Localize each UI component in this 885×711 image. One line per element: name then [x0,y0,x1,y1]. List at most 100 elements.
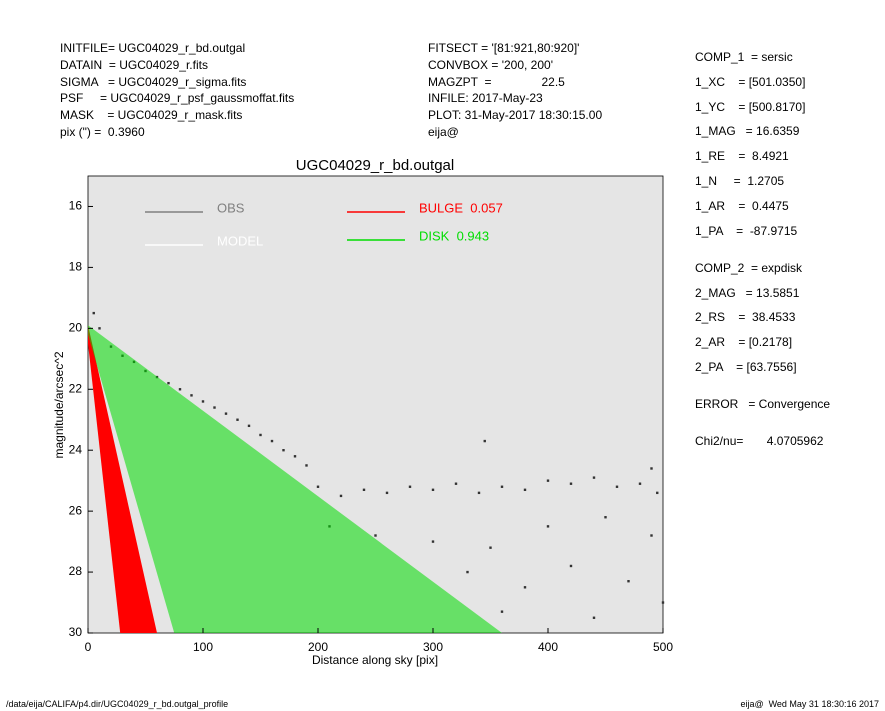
x-tick-label: 0 [85,640,92,654]
header-line: PLOT: 31-May-2017 18:30:15.00 [428,108,603,123]
point [489,546,492,549]
point [213,406,216,409]
point [656,491,659,495]
header-line: MAGZPT = 22.5 [428,74,565,89]
side-line: COMP_2 = expdisk [695,260,803,275]
point [483,439,486,443]
x-tick-label: 300 [423,640,443,654]
footer-date: eija@ Wed May 31 18:30:16 2017 [740,699,879,709]
footer-path: /data/eija/CALIFA/p4.dir/UGC04029_r_bd.o… [6,699,229,709]
point [247,424,251,428]
point [339,494,343,498]
point [500,485,504,488]
point [408,485,412,488]
side-line: 1_PA = -87.9715 [695,223,798,238]
y-tick-label: 26 [69,503,83,517]
point [523,488,527,492]
side-line: Chi2/nu= 4.0705962 [695,434,824,449]
point [569,564,573,568]
point [661,601,665,604]
point [201,400,205,403]
point [500,610,504,613]
header-line: eija@ [428,125,459,139]
side-line: 1_XC = [501.0350] [695,74,806,89]
chart-title: UGC04029_r_bd.outgal [296,157,454,174]
point [270,439,274,443]
x-tick-label: 400 [538,640,558,654]
legend-label: DISK 0.943 [419,228,489,243]
y-tick-label: 16 [69,199,83,213]
legend-label: OBS [217,200,245,215]
point [190,394,193,397]
x-tick-label: 100 [193,640,213,654]
side-line: 2_RS = 38.4533 [695,310,796,325]
x-tick-label: 500 [653,640,673,654]
point [316,485,320,488]
point [615,485,619,488]
y-tick-label: 22 [69,381,83,395]
x-tick-label: 200 [308,640,328,654]
y-tick-label: 28 [69,564,83,578]
side-line: 1_MAG = 16.6359 [695,124,800,139]
point [167,381,170,385]
x-axis-label: Distance along sky [pix] [312,653,438,667]
chart: UGC04029_r_bd.outgal Distance along sky … [52,157,673,667]
point [92,311,95,315]
side-line: 1_N = 1.2705 [695,174,785,188]
legend-label: BULGE 0.057 [419,200,503,215]
y-tick-label: 18 [69,260,83,274]
side-line: COMP_1 = sersic [695,50,793,64]
header-line: FITSECT = '[81:921,80:920]' [428,41,580,55]
point [569,482,573,485]
point [466,570,469,574]
y-tick-label: 30 [69,625,83,639]
point [627,580,630,583]
legend-label: MODEL [217,233,263,248]
point [546,525,550,528]
point [305,464,308,467]
header-line: DATAIN = UGC04029_r.fits [60,57,208,72]
point [374,534,377,537]
point [178,388,182,391]
header-line: PSF = UGC04029_r_psf_gaussmoffat.fits [60,91,295,106]
point [592,616,596,619]
y-axis-label: magnitude/arcsec^2 [52,351,66,458]
side-line: 1_RE = 8.4921 [695,149,789,164]
header-line: CONVBOX = '200, 200' [428,57,553,72]
header-line: MASK = UGC04029_r_mask.fits [60,108,243,123]
point [650,467,653,470]
point [236,418,239,421]
side-line: 1_YC = [500.8170] [695,99,806,114]
point [650,534,653,537]
y-tick-label: 24 [69,442,83,456]
header-line: pix (") = 0.3960 [60,125,145,139]
point [259,433,262,437]
point [431,488,435,492]
point [431,540,435,543]
point [477,491,481,495]
side-line: 2_PA = [63.7556] [695,359,797,374]
point [546,479,550,482]
area [88,325,502,633]
y-tick-label: 20 [69,321,83,335]
point [293,455,297,458]
header-line: INITFILE= UGC04029_r_bd.outgal [60,41,246,55]
point [523,586,527,589]
side-line: 1_AR = 0.4475 [695,198,789,213]
header-line: INFILE: 2017-May-23 [428,91,543,106]
point [604,516,607,519]
point [282,449,285,452]
side-line: ERROR = Convergence [695,397,831,411]
point [224,412,228,415]
header-line: SIGMA = UGC04029_r_sigma.fits [60,74,247,89]
point [98,327,101,330]
point [385,491,389,495]
area [88,325,157,633]
point [362,488,366,492]
side-line: 2_AR = [0.2178] [695,335,793,350]
point [454,482,458,485]
point [592,476,596,479]
side-line: 2_MAG = 13.5851 [695,285,800,300]
point [638,482,642,485]
